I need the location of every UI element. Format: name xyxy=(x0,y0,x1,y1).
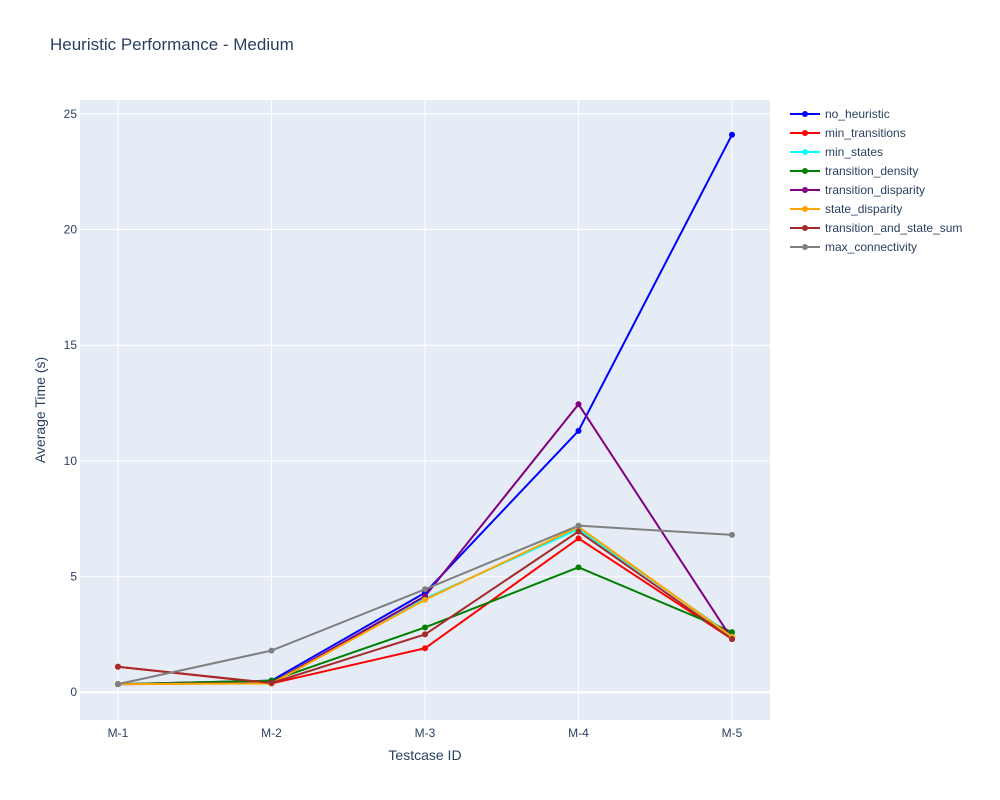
data-point-max_connectivity xyxy=(575,522,582,529)
series-points xyxy=(115,131,735,688)
legend-item-max_connectivity[interactable]: max_connectivity xyxy=(790,240,917,254)
data-point-max_connectivity xyxy=(115,681,121,688)
y-tick-label: 20 xyxy=(64,223,78,237)
x-tick-label: M-5 xyxy=(722,726,743,740)
data-point-transition_and_state_sum xyxy=(729,636,735,643)
data-point-max_connectivity xyxy=(268,647,275,654)
x-tick-labels: M-1 M-2 M-3 M-4 M-5 xyxy=(108,726,743,740)
y-tick-label: 25 xyxy=(64,107,78,121)
data-point-no_heuristic xyxy=(729,131,735,138)
legend-label: transition_density xyxy=(825,164,918,178)
legend-marker xyxy=(802,187,808,193)
data-point-transition_and_state_sum xyxy=(575,528,582,535)
data-point-min_transitions xyxy=(575,535,582,542)
legend-item-no_heuristic[interactable]: no_heuristic xyxy=(790,107,890,121)
x-tick-label: M-1 xyxy=(108,726,129,740)
legend-label: no_heuristic xyxy=(825,107,890,121)
data-point-transition_density xyxy=(729,629,735,636)
legend-item-transition_density[interactable]: transition_density xyxy=(790,164,918,178)
y-tick-labels: 0 5 10 15 20 25 xyxy=(64,107,78,699)
legend-label: min_transitions xyxy=(825,126,906,140)
data-point-transition_density xyxy=(422,624,428,631)
legend-marker xyxy=(802,111,808,117)
legend-item-transition_disparity[interactable]: transition_disparity xyxy=(790,183,925,197)
data-point-transition_disparity xyxy=(575,401,582,408)
legend-marker xyxy=(802,130,808,136)
chart-title: Heuristic Performance - Medium xyxy=(50,35,294,54)
y-tick-label: 0 xyxy=(70,685,77,699)
y-tick-label: 10 xyxy=(64,454,78,468)
x-gridlines xyxy=(117,100,733,720)
legend-label: max_connectivity xyxy=(825,240,917,254)
y-axis-title: Average Time (s) xyxy=(32,357,48,463)
x-tick-label: M-3 xyxy=(415,726,436,740)
data-point-transition_and_state_sum xyxy=(115,663,121,670)
legend-marker xyxy=(802,168,808,174)
legend-item-min_states[interactable]: min_states xyxy=(790,145,883,159)
data-point-no_heuristic xyxy=(575,427,582,434)
data-point-transition_density xyxy=(575,564,582,571)
y-tick-label: 15 xyxy=(64,338,78,352)
legend-label: min_states xyxy=(825,145,883,159)
y-tick-label: 5 xyxy=(70,570,77,584)
legend-item-transition_and_state_sum[interactable]: transition_and_state_sum xyxy=(790,221,962,235)
legend-label: transition_disparity xyxy=(825,183,925,197)
data-point-max_connectivity xyxy=(422,586,428,593)
y-gridlines xyxy=(80,113,770,694)
x-tick-label: M-4 xyxy=(568,726,589,740)
legend-label: state_disparity xyxy=(825,202,902,216)
legend-marker xyxy=(802,206,808,212)
legend-item-state_disparity[interactable]: state_disparity xyxy=(790,202,902,216)
legend-marker xyxy=(802,225,808,231)
x-axis-title: Testcase ID xyxy=(388,747,461,763)
legend-label: transition_and_state_sum xyxy=(825,221,962,235)
legend-marker xyxy=(802,149,808,155)
data-point-state_disparity xyxy=(422,596,428,603)
data-point-transition_and_state_sum xyxy=(422,631,428,638)
data-point-transition_and_state_sum xyxy=(268,679,275,686)
data-point-max_connectivity xyxy=(729,531,735,538)
data-point-min_transitions xyxy=(422,645,428,652)
legend-marker xyxy=(802,244,808,250)
legend-item-min_transitions[interactable]: min_transitions xyxy=(790,126,906,140)
x-tick-label: M-2 xyxy=(261,726,282,740)
legend[interactable]: no_heuristic min_transitions min_statestra… xyxy=(790,107,962,254)
